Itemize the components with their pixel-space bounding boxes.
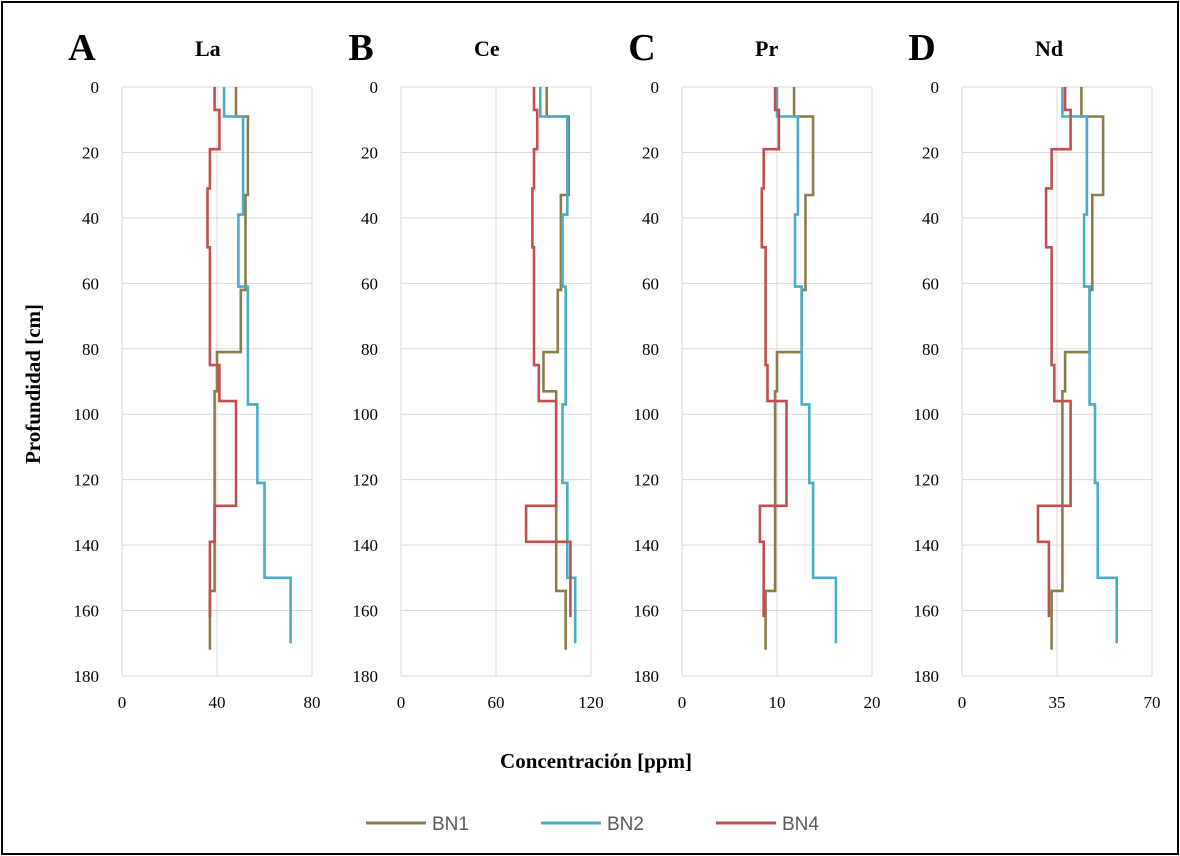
x-tick-label: 0 [958, 693, 967, 712]
panel-ce: 0 20 40 60 80 100 120 140 160 180 0 60 120 B Ce [348, 27, 603, 712]
x-tick-label: 0 [118, 693, 127, 712]
y-tick-label: 140 [74, 536, 100, 555]
x-tick-label: 0 [678, 693, 687, 712]
x-axis-title: Concentración [ppm] [500, 749, 692, 773]
y-tick-label: 180 [74, 667, 100, 686]
y-tick-label: 100 [914, 405, 940, 424]
panel-title: Ce [474, 36, 500, 61]
y-tick-label: 80 [642, 340, 659, 359]
y-tick-label: 140 [353, 536, 379, 555]
y-tick-label: 40 [361, 209, 378, 228]
y-tick-label: 140 [634, 536, 660, 555]
y-tick-label: 100 [74, 405, 100, 424]
y-tick-label: 40 [82, 209, 99, 228]
legend-label: BN1 [432, 814, 469, 835]
x-tick-label: 80 [304, 693, 321, 712]
panel-letter: C [628, 27, 655, 69]
y-tick-label: 60 [361, 274, 378, 293]
series-line-bn1 [764, 87, 815, 650]
y-tick-label: 0 [91, 78, 100, 97]
y-tick-label: 20 [361, 143, 378, 162]
series-line-bn1 [1050, 87, 1105, 650]
y-tick-label: 160 [74, 602, 100, 621]
panel-title: Pr [755, 36, 778, 61]
y-tick-label: 60 [82, 274, 99, 293]
y-tick-label: 160 [353, 602, 379, 621]
series-line-bn1 [542, 87, 571, 650]
y-tick-label: 20 [82, 143, 99, 162]
y-tick-label: 80 [922, 340, 939, 359]
panel-pr: 0 20 40 60 80 100 120 140 160 180 0 10 20 C Pr [628, 27, 880, 712]
y-tick-label: 100 [353, 405, 379, 424]
y-tick-label: 120 [74, 471, 100, 490]
panel-letter: A [68, 27, 96, 69]
x-tick-label: 20 [864, 693, 881, 712]
y-tick-label: 160 [914, 602, 940, 621]
panel-letter: B [348, 27, 373, 69]
y-tick-label: 120 [914, 471, 940, 490]
series-line-bn4 [206, 87, 238, 618]
series-line-bn2 [775, 87, 838, 644]
y-tick-label: 180 [353, 667, 379, 686]
x-tick-label: 70 [1144, 693, 1161, 712]
y-tick-label: 0 [931, 78, 940, 97]
series-line-bn1 [208, 87, 250, 650]
y-tick-label: 40 [922, 209, 939, 228]
y-tick-label: 140 [914, 536, 940, 555]
y-tick-label: 40 [642, 209, 659, 228]
series-line-bn4 [758, 87, 788, 618]
y-tick-label: 180 [634, 667, 660, 686]
series-line-bn4 [1036, 87, 1072, 618]
y-axis-title: Profundidad [cm] [21, 304, 45, 464]
series-line-bn2 [1061, 87, 1118, 644]
y-tick-label: 160 [634, 602, 660, 621]
y-tick-label: 180 [914, 667, 940, 686]
y-tick-label: 0 [370, 78, 379, 97]
y-tick-label: 20 [642, 143, 659, 162]
y-tick-label: 120 [634, 471, 660, 490]
legend-label: BN4 [782, 814, 819, 835]
y-tick-label: 80 [82, 340, 99, 359]
y-tick-label: 20 [922, 143, 939, 162]
panel-letter: D [908, 27, 935, 69]
panel-title: La [195, 36, 221, 61]
y-tick-label: 120 [353, 471, 379, 490]
series-line-bn2 [539, 87, 577, 644]
series-line-bn2 [222, 87, 292, 644]
series-line-bn4 [524, 87, 572, 618]
chart-legend: BN1 BN2 BN4 [366, 814, 819, 835]
panel-la: 0 20 40 60 80 100 120 140 160 180 0 40 80 A La [68, 27, 320, 712]
x-tick-label: 60 [488, 693, 505, 712]
y-tick-label: 80 [361, 340, 378, 359]
x-tick-label: 35 [1049, 693, 1066, 712]
panel-title: Nd [1035, 36, 1063, 61]
y-tick-label: 0 [651, 78, 660, 97]
panel-nd: 0 20 40 60 80 100 120 140 160 180 0 35 70 D Nd [908, 27, 1160, 712]
legend-label: BN2 [607, 814, 644, 835]
y-tick-label: 60 [642, 274, 659, 293]
x-tick-label: 40 [209, 693, 226, 712]
x-tick-label: 10 [769, 693, 786, 712]
x-tick-label: 120 [578, 693, 604, 712]
y-tick-label: 60 [922, 274, 939, 293]
x-tick-label: 0 [397, 693, 406, 712]
y-tick-label: 100 [634, 405, 660, 424]
